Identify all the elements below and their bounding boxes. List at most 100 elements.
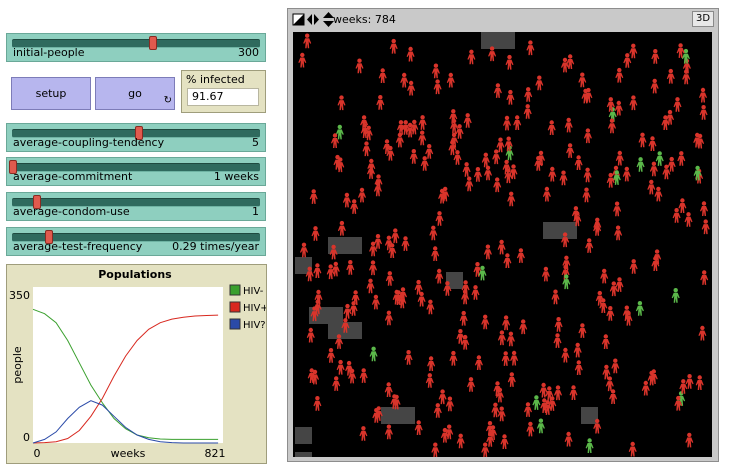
person-icon [602,364,611,380]
slider-track[interactable] [12,39,260,48]
person-icon [446,72,455,88]
person-icon [564,117,573,133]
person-icon [506,89,515,105]
person-icon [647,179,656,195]
setup-button[interactable]: setup [11,77,91,110]
legend-label: HIV- [243,286,264,297]
person-icon [542,186,551,202]
forever-loop-icon: ↻ [163,95,172,106]
box-icon[interactable] [292,13,305,26]
person-icon [569,385,578,400]
slider-initial-people[interactable]: initial-people 300 [6,33,266,62]
person-icon [401,120,410,135]
person-icon [433,403,442,418]
person-icon [561,347,570,363]
go-button[interactable]: go ↻ [95,77,175,110]
world-canvas[interactable] [293,32,712,469]
person-icon [350,199,359,214]
person-icon [623,53,632,68]
person-icon [409,149,418,164]
slider-average-condom-use[interactable]: average-condom-use 1 [6,192,266,221]
person-icon [650,78,659,94]
slider-thumb[interactable] [149,36,157,50]
slider-thumb[interactable] [135,126,143,140]
person-icon [677,151,686,166]
person-icon [532,395,541,410]
person-icon [483,244,492,260]
person-icon [651,256,660,271]
person-icon [502,315,511,331]
populations-plot: Populations 350 0 people 0 weeks 821 HIV… [6,264,267,464]
person-icon [578,72,587,88]
slider-average-test-frequency[interactable]: average-test-frequency 0.29 times/year [6,227,266,256]
couple-patch [581,407,598,424]
legend-label: HIV+ [243,303,266,314]
legend-swatch [229,318,241,330]
person-icon [503,253,512,268]
person-icon [667,156,676,172]
person-icon [331,261,340,277]
person-icon [433,79,442,95]
person-icon [331,133,339,148]
person-icon [326,264,335,280]
person-icon [622,166,631,182]
slider-average-commitment[interactable]: average-commitment 1 weeks [6,157,266,186]
person-icon [383,139,391,154]
person-icon [467,49,476,65]
couple-patch [295,452,312,469]
person-icon [414,279,423,295]
person-icon [420,156,429,171]
slider-track[interactable] [12,198,260,207]
person-icon [614,225,623,241]
person-icon [561,232,570,248]
monitor-value: 91.67 [187,88,259,106]
person-icon [314,289,323,305]
left-right-arrows-icon[interactable] [307,14,319,25]
slider-average-coupling-tendency[interactable]: average-coupling-tendency 5 [6,123,266,152]
person-icon [359,368,368,383]
person-icon [309,189,318,204]
slider-thumb[interactable] [45,230,53,244]
person-icon [481,314,490,330]
person-icon [574,360,583,375]
person-icon [313,396,322,411]
slider-thumb[interactable] [33,195,41,209]
person-icon [406,46,415,62]
person-icon [605,376,614,392]
world-view: weeks: 784 3D [287,8,719,469]
person-icon [445,396,454,412]
person-icon [389,38,398,54]
person-icon [461,289,470,305]
person-icon [543,400,552,415]
person-icon [342,192,351,208]
person-icon [371,294,380,310]
person-icon [593,221,602,236]
couple-patch [543,222,577,239]
person-icon [648,136,657,151]
person-icon [366,278,375,294]
person-icon [615,67,624,83]
person-icon [606,172,615,188]
up-down-arrows-icon[interactable] [323,12,334,27]
series-line-HIV+ [32,314,219,444]
person-icon [481,152,490,168]
person-icon [336,359,345,375]
person-icon [459,310,468,326]
person-icon [507,191,516,207]
3d-button[interactable]: 3D [692,11,714,27]
slider-track[interactable] [12,233,260,242]
person-icon [699,87,707,103]
person-icon [678,198,687,213]
slider-track[interactable] [12,163,260,172]
slider-label: initial-people [13,46,85,59]
person-icon [488,46,497,62]
person-icon [541,266,550,282]
slider-thumb[interactable] [9,160,17,174]
person-icon [431,442,440,458]
person-icon [336,157,345,173]
x-axis-label: weeks [111,447,146,460]
person-icon [566,143,575,158]
person-icon [536,418,545,434]
person-icon [509,164,518,180]
person-icon [662,164,671,180]
